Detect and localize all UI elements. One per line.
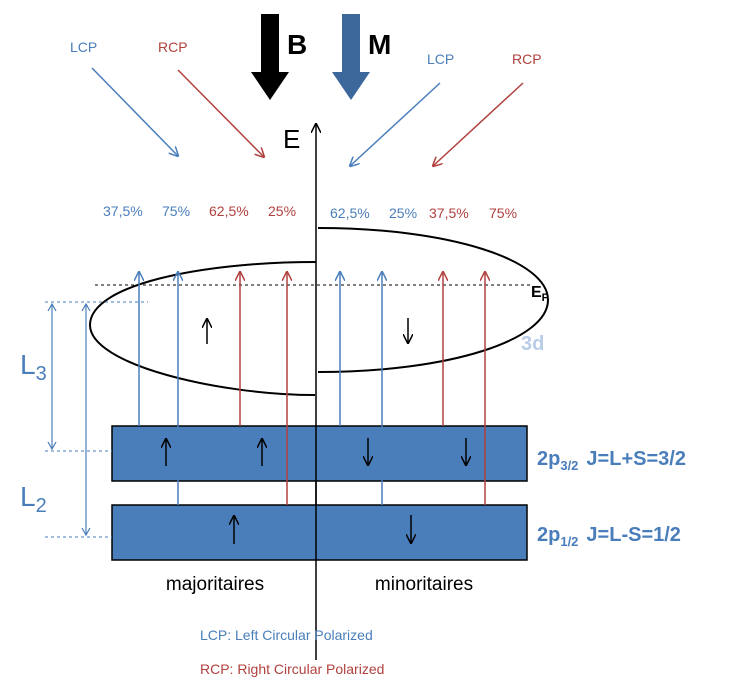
l2-bracket-arrowhead-top	[81, 302, 91, 312]
3d-band-majority	[88, 261, 317, 396]
l2-edge-main: L	[20, 481, 36, 512]
3d-band-minority	[317, 227, 550, 373]
core-level-2p32-prefix: 2p	[537, 448, 560, 470]
l2-bracket-arrowhead-bottom	[81, 527, 91, 537]
lcp-label-right: LCP	[427, 51, 454, 67]
rcp-incoming-arrow-left	[177, 69, 264, 157]
percent-min-rcp-a: 37,5%	[429, 205, 469, 221]
l2-edge-sub: 2	[36, 495, 47, 517]
majority-spin-label: majoritaires	[166, 574, 264, 595]
rcp-incoming-arrow-right	[433, 82, 524, 166]
minority-spin-label: minoritaires	[375, 574, 473, 595]
core-level-2p12-box	[111, 504, 528, 561]
core-level-2p12-label: 2p1/2 J=L-S=1/2	[537, 524, 681, 549]
percent-maj-lcp-b: 75%	[162, 203, 190, 219]
lcp-incoming-arrow-right	[350, 82, 441, 166]
magnetization-arrow	[332, 14, 370, 100]
percent-min-lcp-a: 62,5%	[330, 205, 370, 221]
lcp-label-left: LCP	[70, 39, 97, 55]
rcp-label-left: RCP	[158, 39, 188, 55]
m-label: M	[368, 29, 391, 60]
percent-min-rcp-b: 75%	[489, 205, 517, 221]
3d-band-label: 3d	[521, 333, 544, 355]
percent-min-lcp-b: 25%	[389, 205, 417, 221]
core-level-2p12-prefix: 2p	[537, 524, 560, 546]
rcp-label-right: RCP	[512, 51, 542, 67]
core-level-2p32-box	[111, 425, 528, 482]
core-level-2p12-rule: J=L-S=1/2	[586, 524, 681, 546]
core-level-2p32-sub: 3/2	[560, 458, 578, 473]
fermi-level-sub: F	[542, 292, 549, 304]
l3-edge-sub: 3	[36, 363, 47, 385]
energy-axis-label: E	[283, 124, 300, 154]
fermi-level-label: EF	[531, 284, 549, 304]
percent-maj-rcp-b: 25%	[268, 203, 296, 219]
legend-lcp: LCP: Left Circular Polarized	[200, 627, 373, 643]
l3-bracket-arrowhead-top	[47, 302, 57, 312]
l3-bracket-arrowhead-bottom	[47, 441, 57, 451]
percent-maj-rcp-a: 62,5%	[209, 203, 249, 219]
b-field-label: B	[287, 29, 307, 60]
core-level-2p32-label: 2p3/2 J=L+S=3/2	[537, 448, 686, 473]
core-level-2p12-sub: 1/2	[560, 534, 578, 549]
l2-edge-label: L2	[20, 481, 47, 517]
magnetic-field-arrow	[251, 14, 289, 100]
l3-edge-label: L3	[20, 349, 47, 385]
core-level-2p32-rule: J=L+S=3/2	[586, 448, 686, 470]
percent-maj-lcp-a: 37,5%	[103, 203, 143, 219]
fermi-level-main: E	[531, 284, 542, 301]
l3-edge-main: L	[20, 349, 36, 380]
legend-rcp: RCP: Right Circular Polarized	[200, 661, 384, 677]
lcp-incoming-arrow-left	[91, 67, 178, 156]
